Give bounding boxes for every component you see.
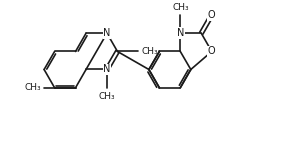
Text: CH₃: CH₃ (172, 3, 189, 12)
Text: O: O (208, 47, 216, 56)
Text: N: N (177, 28, 184, 38)
Text: N: N (103, 28, 111, 38)
Text: CH₃: CH₃ (99, 92, 115, 101)
Text: CH₃: CH₃ (24, 83, 41, 92)
Text: O: O (208, 10, 216, 20)
Text: CH₃: CH₃ (142, 47, 158, 56)
Text: N: N (103, 65, 111, 75)
